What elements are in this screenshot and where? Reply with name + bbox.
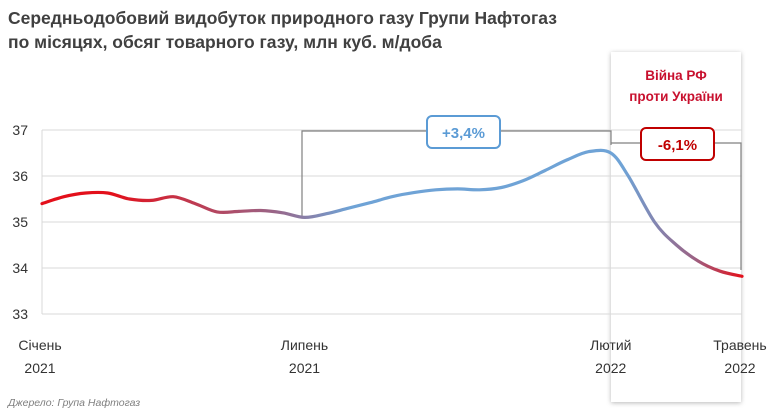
x-tick-label: 2021: [24, 360, 55, 376]
growth-badge-label: +3,4%: [442, 125, 485, 142]
growth-badge: [426, 115, 501, 149]
x-axis: Січень 2021 Липень 2021 Лютий 2022 Травень 2022: [18, 337, 766, 376]
chart-title-line2: по місяцях, обсяг товарного газу, млн ку…: [8, 32, 442, 52]
war-label-line1: Війна РФ: [645, 68, 707, 83]
x-tick-label: Січень: [18, 337, 61, 353]
x-tick-label: 2022: [595, 360, 626, 376]
y-tick-label: 35: [12, 214, 28, 230]
x-tick-label: Лютий: [590, 337, 631, 353]
gridlines: [41, 129, 742, 315]
chart-title: Середньодобовий видобуток природного газ…: [8, 6, 608, 54]
decline-badge-label: -6,1%: [658, 137, 697, 154]
war-label-line2: проти України: [629, 89, 723, 104]
x-tick-label: Травень: [713, 337, 766, 353]
y-tick-label: 37: [12, 122, 28, 138]
y-tick-label: 33: [12, 306, 28, 322]
y-axis: 33 34 35 36 37: [12, 122, 28, 322]
y-tick-label: 34: [12, 260, 28, 276]
y-tick-label: 36: [12, 168, 28, 184]
x-tick-label: Липень: [281, 337, 328, 353]
decline-badge: [640, 127, 715, 161]
source-note: Джерело: Група Нафтогаз: [8, 397, 141, 409]
production-line: [40, 148, 744, 278]
x-tick-label: 2021: [289, 360, 320, 376]
chart-title-line1: Середньодобовий видобуток природного газ…: [8, 8, 557, 28]
war-panel: [611, 52, 741, 402]
x-tick-label: 2022: [724, 360, 755, 376]
